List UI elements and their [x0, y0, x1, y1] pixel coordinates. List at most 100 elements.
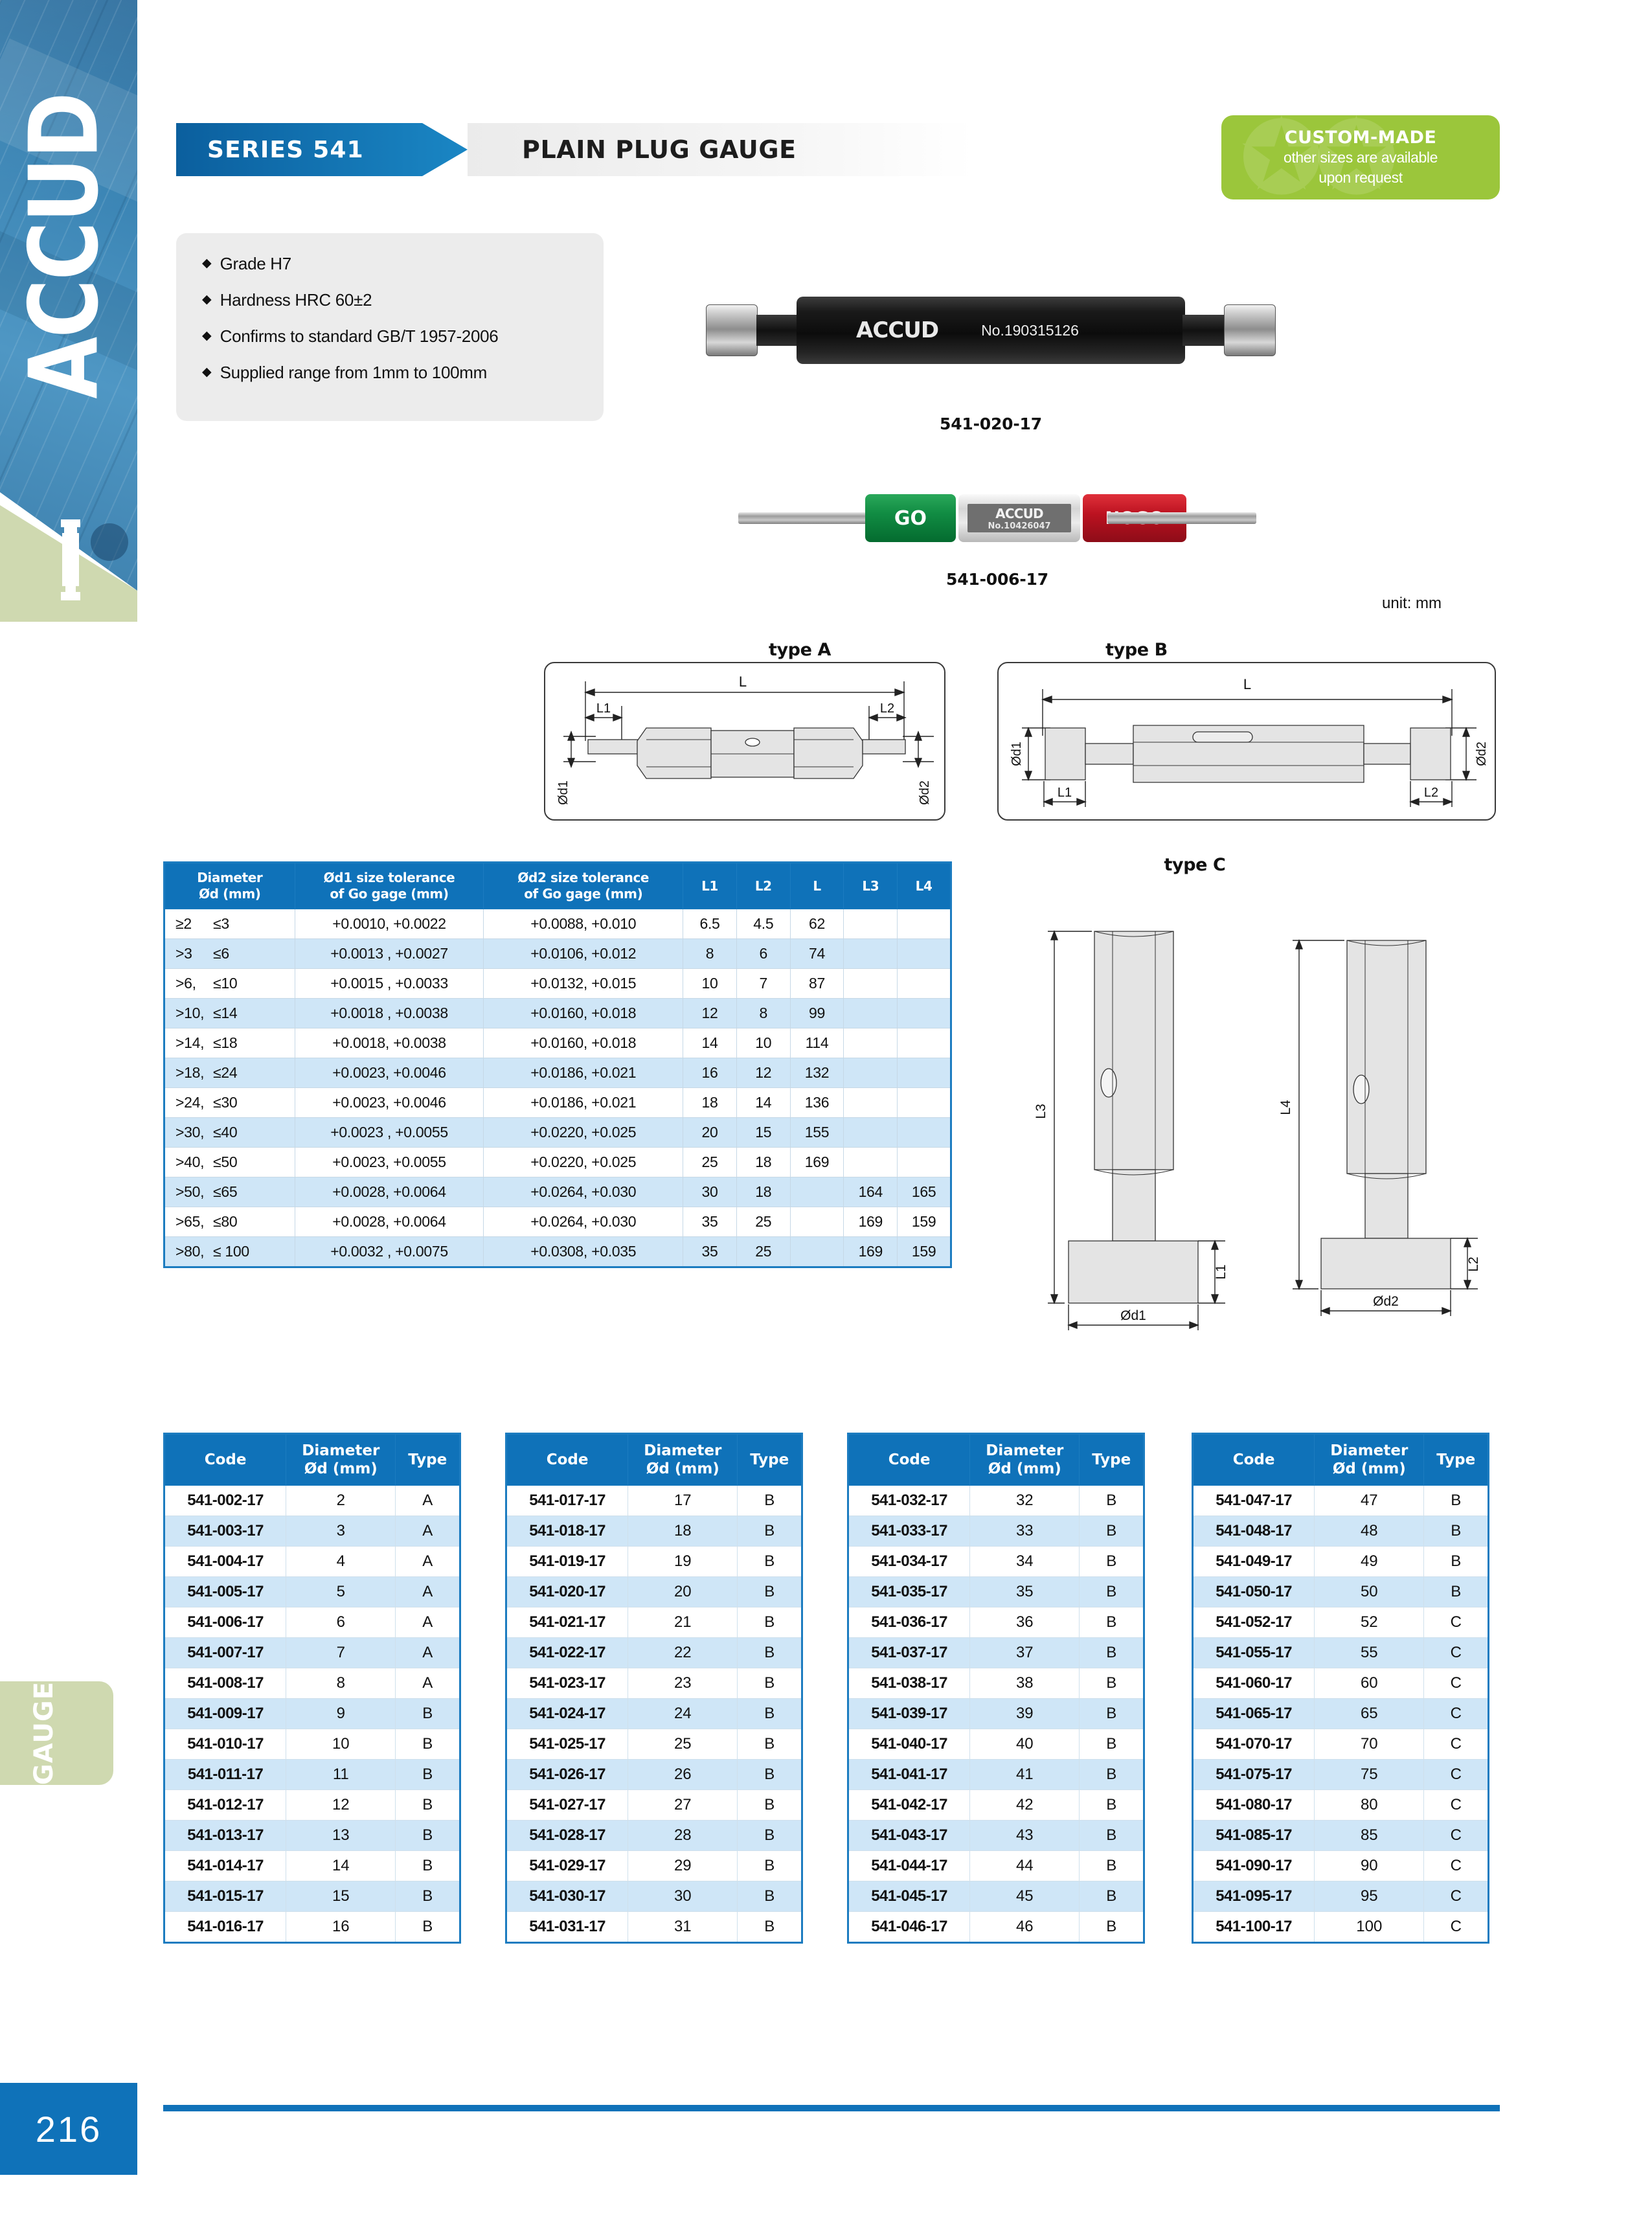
cell-l3: [843, 998, 898, 1028]
cell-type: B: [737, 1911, 802, 1943]
cell-diameter: 40: [969, 1729, 1080, 1760]
cell-l4: [897, 909, 951, 939]
table-row: 541-100-17 100 C: [1192, 1911, 1489, 1943]
cell-l4: 159: [897, 1236, 951, 1267]
code-table-4: Code Diameter Ød (mm) Type 541-047-17 47 B 541-…: [1192, 1433, 1489, 1944]
table-row: 541-044-17 44 B: [847, 1850, 1144, 1881]
table-row: 541-048-17 48 B: [1192, 1516, 1489, 1547]
col-code: Code: [847, 1433, 971, 1486]
gauge-pin-right: [1224, 304, 1276, 356]
cell-l2: 25: [736, 1207, 791, 1237]
cell-code: 541-002-17: [163, 1485, 287, 1516]
cell-type: B: [737, 1668, 802, 1699]
feature-text: Supplied range from 1mm to 100mm: [220, 363, 488, 382]
table-row: 541-070-17 70 C: [1192, 1729, 1489, 1760]
cell-code: 541-070-17: [1192, 1729, 1315, 1760]
cell-d1-tolerance: +0.0032 , +0.0075: [294, 1236, 484, 1267]
cell-l3: 164: [843, 1177, 898, 1207]
cell-diameter: 33: [969, 1516, 1080, 1547]
cell-code: 541-045-17: [847, 1881, 971, 1912]
cell-type: B: [395, 1850, 460, 1881]
svg-text:L1: L1: [1058, 786, 1072, 800]
accud-logo: ACCUD: [6, 78, 123, 415]
page-title-bar: PLAIN PLUG GAUGE: [468, 123, 973, 176]
cell-l3: [843, 1058, 898, 1088]
cell-code: 541-049-17: [1192, 1546, 1315, 1577]
cell-l3: [843, 909, 898, 939]
footer-rule: [163, 2105, 1500, 2111]
cell-code: 541-011-17: [163, 1759, 287, 1790]
cell-l1: 8: [683, 938, 737, 969]
product-photo-go-nogo-gauge: GO ACCUD No.10426047 NOGO: [738, 483, 1256, 554]
cell-l4: [897, 1147, 951, 1177]
cell-code: 541-005-17: [163, 1576, 287, 1607]
cell-diameter: 29: [628, 1850, 738, 1881]
cell-type: C: [1423, 1820, 1489, 1851]
table-row: >3 ≤6 +0.0013 , +0.0027 +0.0106, +0.012 8 6 74: [164, 938, 951, 969]
cell-code: 541-027-17: [505, 1789, 629, 1821]
gauge-body: ACCUD No.190315126: [797, 297, 1185, 364]
svg-text:Ød2: Ød2: [918, 780, 932, 805]
cell-code: 541-025-17: [505, 1729, 629, 1760]
cell-diameter: 50: [1314, 1576, 1425, 1607]
cell-d1-tolerance: +0.0013 , +0.0027: [294, 938, 484, 969]
cell-diameter: 47: [1314, 1485, 1425, 1516]
table-row: 541-034-17 34 B: [847, 1546, 1144, 1577]
cell-type: B: [1079, 1729, 1144, 1760]
cell-code: 541-031-17: [505, 1911, 629, 1943]
table-row: ≥2 ≤3 +0.0010, +0.0022 +0.0088, +0.010 6.5 4.…: [164, 909, 951, 939]
table-row: 541-038-17 38 B: [847, 1668, 1144, 1699]
cell-d2-tolerance: +0.0088, +0.010: [483, 909, 684, 939]
col-type: Type: [395, 1433, 460, 1486]
table-row: 541-005-17 5 A: [163, 1576, 460, 1607]
cell-code: 541-100-17: [1192, 1911, 1315, 1943]
cell-l: 132: [789, 1058, 844, 1088]
col-diameter: Diameter Ød (mm): [164, 862, 295, 909]
cell-diameter: 17: [628, 1485, 738, 1516]
cell-diameter: 90: [1314, 1850, 1425, 1881]
cell-l4: 159: [897, 1207, 951, 1237]
cell-diameter: 28: [628, 1820, 738, 1851]
cell-diameter: 12: [286, 1789, 396, 1821]
cell-d2-tolerance: +0.0186, +0.021: [483, 1058, 684, 1088]
cell-l2: 8: [736, 998, 791, 1028]
cell-type: B: [1079, 1668, 1144, 1699]
cell-code: 541-008-17: [163, 1668, 287, 1699]
cell-diameter: 3: [286, 1516, 396, 1547]
cell-diameter: 60: [1314, 1668, 1425, 1699]
gauge-rod-left: [738, 512, 887, 524]
cell-diameter: 18: [628, 1516, 738, 1547]
cell-l: [789, 1207, 844, 1237]
cell-code: 541-052-17: [1192, 1607, 1315, 1638]
cell-diameter: 30: [628, 1881, 738, 1912]
table-row: 541-030-17 30 B: [505, 1881, 802, 1912]
cell-code: 541-035-17: [847, 1576, 971, 1607]
cell-type: B: [395, 1881, 460, 1912]
table-row: 541-033-17 33 B: [847, 1516, 1144, 1547]
cell-code: 541-019-17: [505, 1546, 629, 1577]
cell-type: B: [1079, 1820, 1144, 1851]
table-row: 541-019-17 19 B: [505, 1546, 802, 1577]
cell-code: 541-042-17: [847, 1789, 971, 1821]
table-row: 541-003-17 3 A: [163, 1516, 460, 1547]
cell-d1-tolerance: +0.0023 , +0.0055: [294, 1117, 484, 1148]
cell-diameter: 49: [1314, 1546, 1425, 1577]
cell-l: 99: [789, 998, 844, 1028]
custom-made-line2: upon request: [1318, 168, 1403, 186]
cell-code: 541-006-17: [163, 1607, 287, 1638]
cell-l2: 25: [736, 1236, 791, 1267]
cell-code: 541-044-17: [847, 1850, 971, 1881]
category-tab-gauge[interactable]: GAUGE: [0, 1681, 113, 1785]
cell-diameter: 11: [286, 1759, 396, 1790]
cell-code: 541-085-17: [1192, 1820, 1315, 1851]
cell-l4: [897, 1058, 951, 1088]
feature-text: Hardness HRC 60±2: [220, 290, 372, 310]
cell-type: B: [737, 1607, 802, 1638]
cell-type: B: [1079, 1607, 1144, 1638]
cell-diameter: 9: [286, 1698, 396, 1729]
cell-l1: 16: [683, 1058, 737, 1088]
cell-l1: 25: [683, 1147, 737, 1177]
cell-diameter: 36: [969, 1607, 1080, 1638]
col-diameter: Diameter Ød (mm): [286, 1433, 396, 1486]
page-number-badge: 216: [0, 2083, 137, 2175]
